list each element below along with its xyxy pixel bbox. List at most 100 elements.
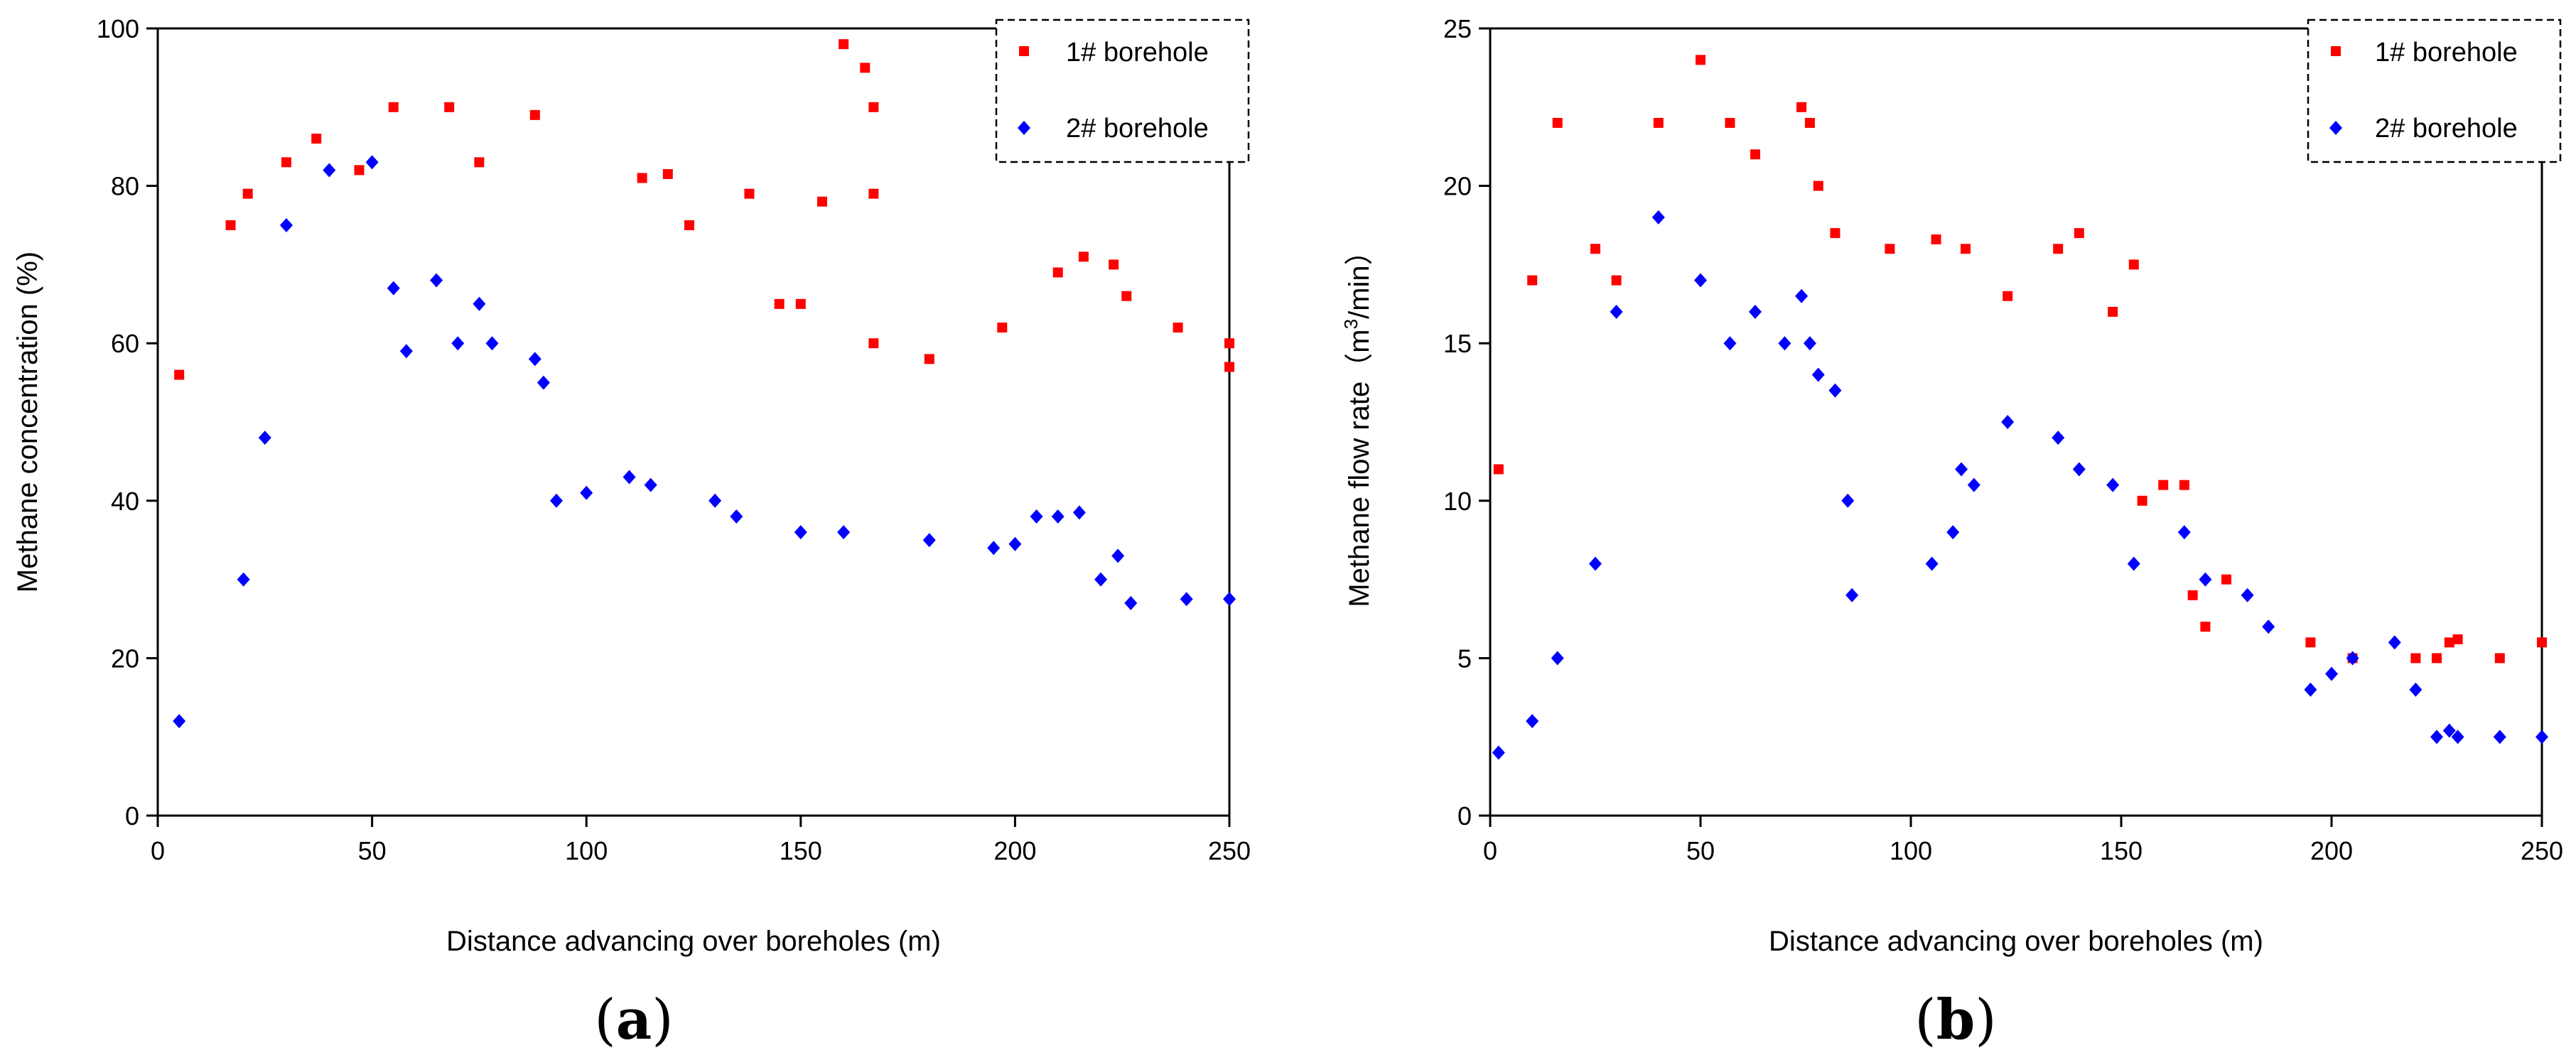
chart-b-xtick-label: 100 [1890, 836, 1932, 865]
chart-a-xtick-label: 0 [151, 836, 165, 865]
chart-a-series2-point [837, 525, 851, 540]
chart-b-series2-point [1795, 288, 1809, 303]
chart-a-series1-point [444, 102, 455, 112]
chart-a-legend-marker-1 [1019, 46, 1029, 56]
chart-a-series2-point [537, 375, 550, 390]
chart-b-legend: 1# borehole 2# borehole [2307, 18, 2562, 163]
chart-a-panel-letter: a [616, 988, 652, 1052]
chart-b-series1-point [1830, 228, 1841, 239]
chart-b-xlabel: Distance advancing over boreholes (m) [1769, 926, 2263, 957]
chart-a-ylabel: Methane concentration (%) [12, 252, 43, 593]
chart-b-series2-point [2409, 682, 2423, 697]
chart-b-series2-point [2325, 666, 2338, 681]
chart-b-series2-point [2535, 730, 2548, 745]
chart-b-series2-point [2430, 730, 2443, 745]
chart-a-series2-point [987, 541, 1001, 556]
chart-a-series2-point [451, 336, 465, 351]
chart-a-series2-point [922, 533, 936, 548]
chart-a-axes: 0 50 100 150 200 250 0 20 40 60 80 100 [97, 14, 1251, 865]
chart-b-series2-point [1723, 336, 1737, 351]
chart-b-legend-label-2: 2# borehole [2375, 114, 2518, 144]
chart-a-series1-point [868, 338, 879, 349]
chart-a-series1-point [860, 63, 871, 73]
chart-a-series1-point [529, 109, 540, 120]
chart-a-series1-point [1052, 267, 1063, 278]
chart-a-points [173, 39, 1236, 729]
chart-b-series2-point [2106, 477, 2120, 492]
chart-a-series1-point [997, 323, 1008, 333]
chart-b-series1-point [1885, 244, 1895, 254]
chart-b-xtick-label: 50 [1686, 836, 1715, 865]
chart-a-series1-point [684, 220, 694, 230]
chart-b-series1-point [2221, 574, 2231, 585]
chart-b-series2-point [2001, 415, 2015, 429]
chart-a-xlabel: Distance advancing over boreholes (m) [446, 926, 941, 957]
chart-b-points [1492, 55, 2548, 760]
chart-b-series2-point [2346, 651, 2359, 666]
chart-b-series2-point [1748, 304, 1762, 319]
chart-a-legend-label-1: 1# borehole [1066, 38, 1209, 67]
chart-a-series2-point [1124, 595, 1138, 610]
chart-a-series2-point [1072, 505, 1086, 520]
chart-a-series2-point [1180, 592, 1193, 607]
chart-a-series2-point [1111, 548, 1125, 563]
chart-b: 0 50 100 150 200 250 0 5 10 15 20 25 Distance advan… [1340, 14, 2563, 1052]
chart-b-series2-point [2388, 635, 2401, 650]
chart-b-series2-point [1589, 556, 1602, 571]
chart-a-series2-point [1030, 509, 1043, 524]
chart-a-series1-point [474, 157, 485, 168]
chart-a-series1-point [744, 188, 755, 199]
chart-b-series1-point [1750, 149, 1760, 160]
chart-b-series1-point [1960, 244, 1971, 254]
chart-b-legend-label-1: 1# borehole [2375, 38, 2518, 67]
chart-a-series2-point [323, 163, 336, 178]
chart-b-ytick-label: 0 [1457, 801, 1472, 831]
chart-b-legend-marker-2 [2329, 121, 2342, 135]
chart-a-ytick-label: 60 [111, 329, 139, 358]
chart-b-series1-point [2158, 480, 2169, 490]
chart-b-series2-point [1845, 588, 1859, 602]
chart-b-series2-point [2241, 588, 2254, 602]
chart-b-series2-point [2052, 431, 2065, 445]
chart-a-ytick-label: 0 [125, 801, 139, 831]
chart-a-series1-point [924, 354, 934, 364]
chart-b-series1-point [1590, 244, 1600, 254]
chart-b-series2-point [1828, 383, 1842, 398]
chart-a-series2-point [173, 714, 186, 729]
chart-a-series1-point [1078, 252, 1089, 262]
chart-b-series2-point [2442, 723, 2456, 738]
chart-b-series1-point [1527, 275, 1538, 286]
chart-b-panel-label: (b) [1914, 988, 1996, 1052]
chart-a-series1-point [1224, 338, 1234, 349]
chart-b-ytick-label: 5 [1457, 644, 1472, 673]
chart-a-series2-point [237, 572, 250, 587]
chart-b-series1-point [2444, 637, 2454, 648]
chart-a-series1-point [662, 168, 673, 179]
chart-b-series2-point [2304, 682, 2317, 697]
chart-a-ytick-label: 100 [97, 14, 139, 43]
chart-b-series1-point [1493, 464, 1504, 475]
chart-b-ylabel: Methane flow rate（m3/min） [1340, 237, 1375, 607]
chart-b-legend-box [2307, 18, 2562, 163]
chart-b-series1-point [2305, 637, 2316, 648]
chart-b-ylabel-prefix: Methane flow rate（m [1344, 329, 1375, 607]
chart-b-series2-point [2072, 462, 2086, 477]
chart-a-xtick-label: 50 [358, 836, 387, 865]
chart-a-series1-point [839, 39, 849, 50]
chart-b-series2-point [1946, 525, 1960, 540]
chart-b-series2-point [2262, 620, 2275, 634]
chart-b-series1-point [1813, 180, 1823, 191]
chart-a-series1-point [281, 157, 291, 168]
chart-b-series1-point [2074, 228, 2084, 239]
chart-b-series2-point [1651, 210, 1665, 225]
chart-a-series1-point [637, 173, 647, 183]
chart-a-plot-frame [156, 27, 1231, 817]
chart-b-series1-point [2410, 653, 2421, 664]
chart-a-series2-point [644, 477, 657, 492]
chart-b-series2-point [1694, 273, 1707, 288]
chart-b-series1-point [2537, 637, 2547, 648]
chart-b-series1-point [1725, 117, 1735, 128]
chart-b-series1-point [2179, 480, 2189, 490]
chart-a-legend-box [995, 18, 1250, 163]
